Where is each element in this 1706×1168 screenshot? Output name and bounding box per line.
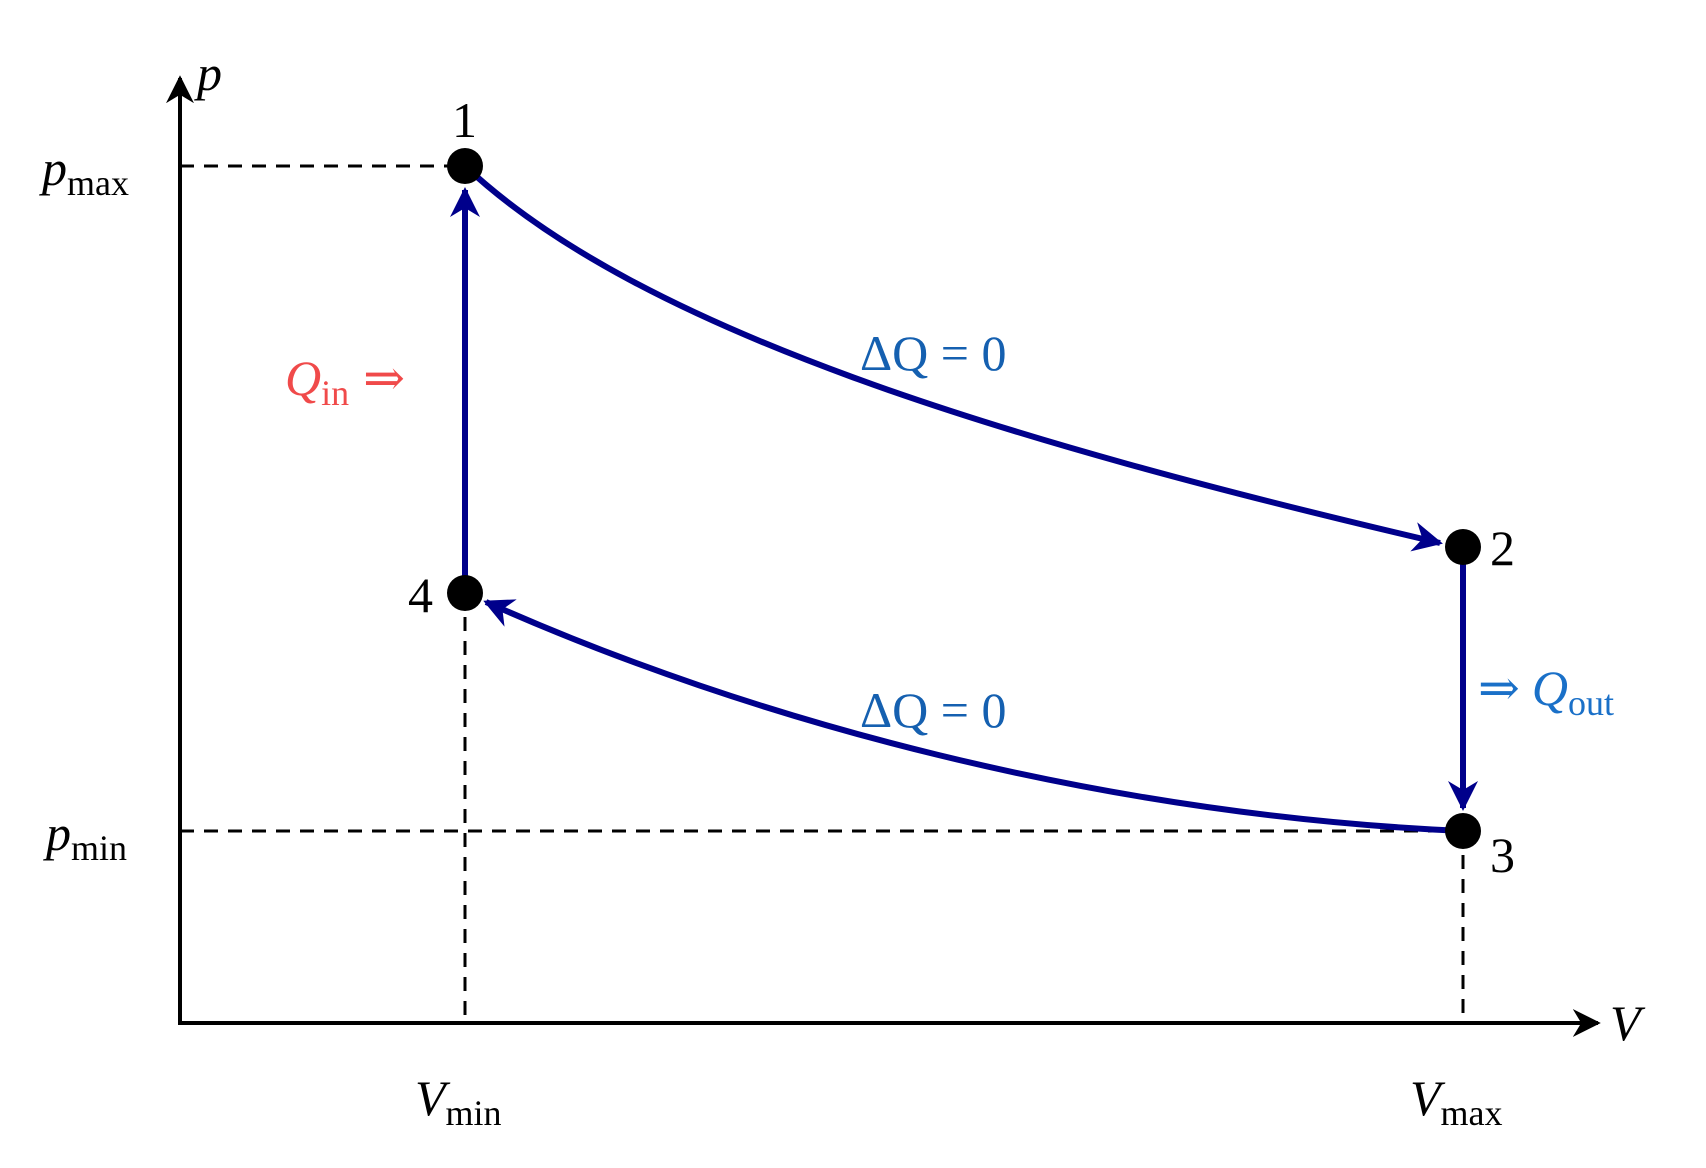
heat-out-label: ⇒ Qout: [1478, 660, 1614, 723]
text-part: max: [1441, 1093, 1503, 1133]
adiabat-label: ΔQ = 0: [860, 682, 1006, 738]
text-part: ⇒: [1478, 660, 1520, 716]
tick-label: pmax: [39, 140, 129, 203]
text-part: min: [446, 1093, 502, 1133]
node-label: 2: [1490, 520, 1515, 576]
text-part: min: [71, 828, 127, 868]
text-part: ⇒: [363, 350, 405, 406]
text-part: p: [43, 805, 71, 861]
node-label: 1: [452, 92, 477, 148]
adiabat-label: ΔQ = 0: [860, 325, 1006, 381]
adiabatic-expansion: [462, 163, 1443, 552]
tick-label: Vmin: [415, 1070, 502, 1133]
tick-label: Vmax: [1410, 1070, 1503, 1133]
text-part: out: [1568, 683, 1614, 723]
text-part: in: [321, 373, 349, 413]
text-part: V: [415, 1070, 451, 1126]
text-part: Q: [285, 350, 321, 406]
text-part: max: [67, 163, 129, 203]
x-axis-label: V: [1610, 995, 1646, 1051]
node-label: 3: [1490, 827, 1515, 883]
state-point: [447, 148, 483, 184]
text-part: p: [39, 140, 67, 196]
state-point: [447, 575, 483, 611]
heat-in-label: Qin ⇒: [285, 350, 405, 413]
adiabatic-compression: [483, 599, 1464, 834]
state-point: [1445, 813, 1481, 849]
tick-label: pmin: [43, 805, 127, 868]
text-part: Q: [1532, 660, 1568, 716]
state-point: [1445, 529, 1481, 565]
text-part: V: [1410, 1070, 1446, 1126]
node-label: 4: [408, 567, 433, 623]
y-axis-label: p: [194, 45, 222, 101]
